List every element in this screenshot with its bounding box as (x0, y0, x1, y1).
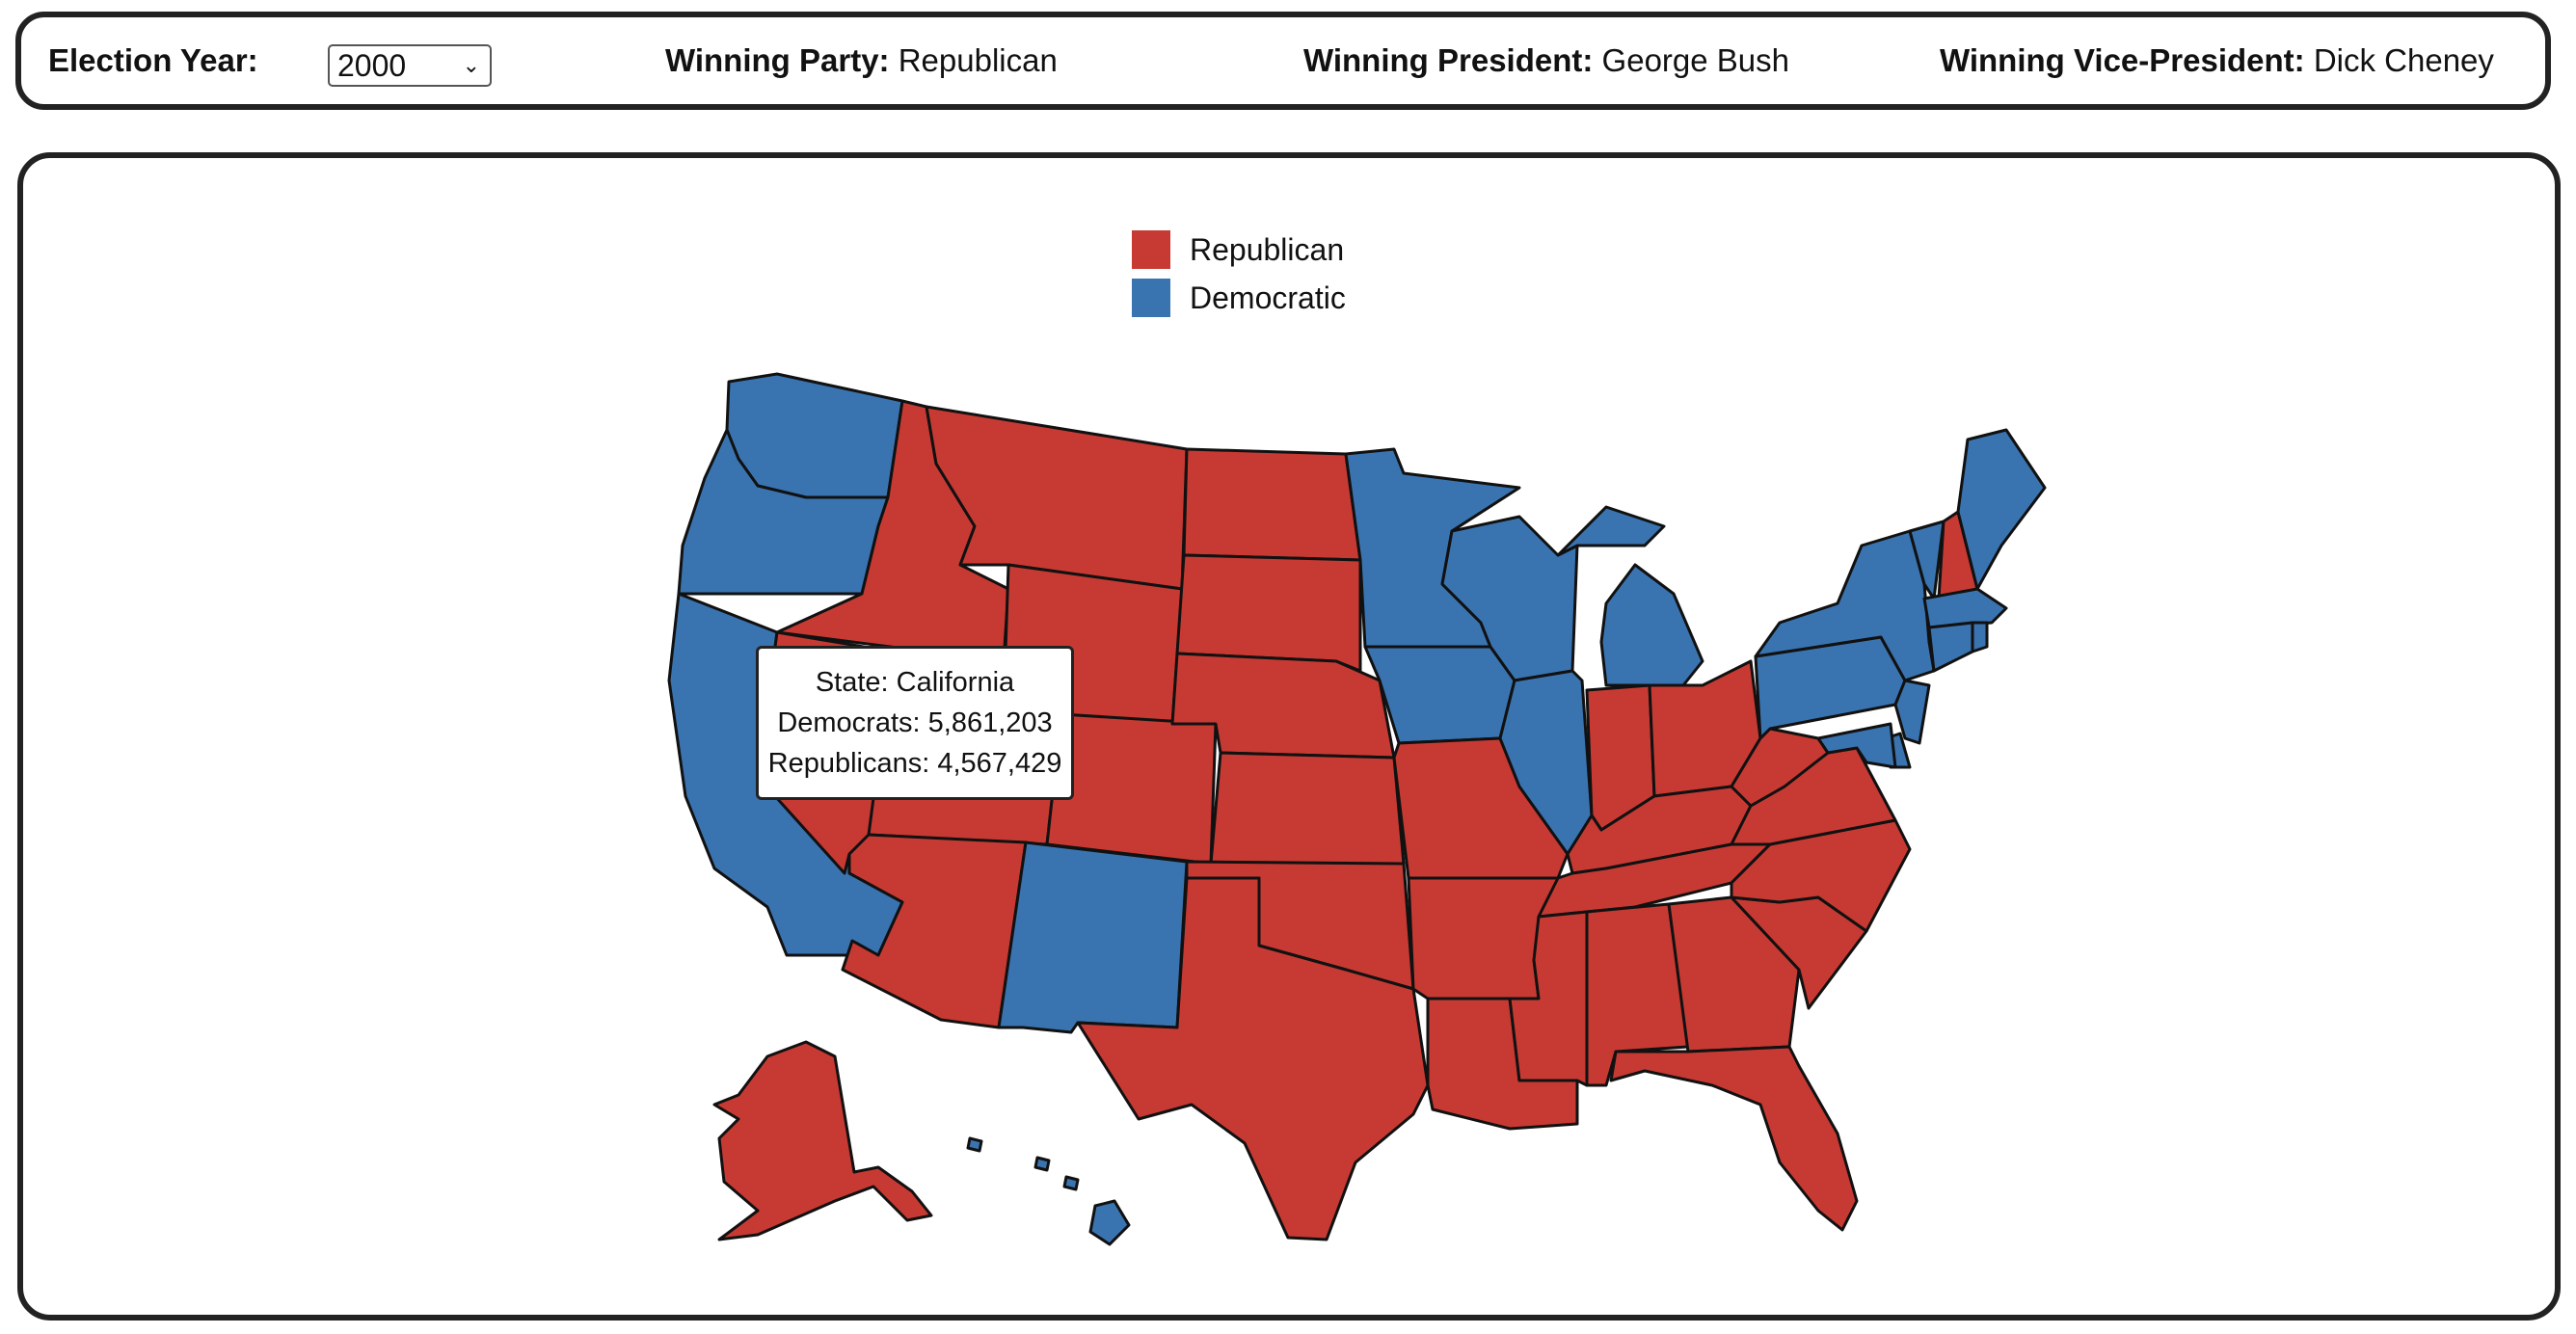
state-mi[interactable] (1556, 505, 1704, 687)
state-me[interactable] (1956, 428, 2047, 591)
winning-vice-president: Winning Vice-President: Dick Cheney (1940, 17, 2494, 104)
state-hi[interactable] (966, 1136, 1131, 1246)
legend-swatch-democratic (1132, 279, 1170, 317)
state-tx[interactable] (1076, 876, 1430, 1241)
winning-president-value: George Bush (1601, 42, 1790, 78)
tooltip-republicans: Republicans: 4,567,429 (767, 748, 1062, 779)
election-year-value: 2000 (337, 48, 407, 83)
chevron-down-icon: ⌄ (462, 53, 480, 77)
state-ct[interactable] (1927, 621, 1974, 673)
winning-president-label: Winning President: (1303, 42, 1594, 78)
legend-label-republican: Republican (1190, 231, 1345, 267)
legend: Republican Democratic (1132, 226, 1346, 322)
state-ak[interactable] (712, 1040, 933, 1241)
state-md[interactable] (1816, 722, 1897, 769)
map-panel: Republican Democratic (17, 152, 2561, 1321)
election-year-label: Election Year: (48, 42, 258, 78)
tooltip-democrats: Democrats: 5,861,203 (777, 707, 1053, 738)
winning-party-value: Republican (898, 42, 1058, 78)
state-nm[interactable] (997, 840, 1189, 1034)
legend-item-republican: Republican (1132, 226, 1346, 274)
winning-president: Winning President: George Bush (1303, 17, 1789, 104)
election-year-select[interactable]: 2000 ⌄ (328, 44, 492, 87)
controls-bar: Election Year: 2000 ⌄ Winning Party: Rep… (15, 12, 2551, 110)
state-nd[interactable] (1182, 447, 1362, 562)
legend-swatch-republican (1132, 230, 1170, 269)
winning-vp-label: Winning Vice-President: (1940, 42, 2305, 78)
state-fl[interactable] (1609, 1045, 1859, 1232)
state-ma[interactable] (1922, 587, 2008, 629)
us-map (667, 372, 2047, 1246)
state-tooltip: State: California Democrats: 5,861,203 R… (756, 646, 1074, 800)
state-ri[interactable] (1971, 621, 1989, 654)
legend-item-democratic: Democratic (1132, 274, 1346, 322)
state-mt[interactable] (925, 405, 1189, 591)
winning-party-label: Winning Party: (665, 42, 890, 78)
legend-label-democratic: Democratic (1190, 280, 1346, 315)
winning-party: Winning Party: Republican (665, 17, 1058, 104)
state-ks[interactable] (1209, 751, 1406, 866)
tooltip-state: State: California (815, 667, 1015, 698)
winning-vp-value: Dick Cheney (2313, 42, 2494, 78)
state-nj[interactable] (1893, 679, 1931, 745)
